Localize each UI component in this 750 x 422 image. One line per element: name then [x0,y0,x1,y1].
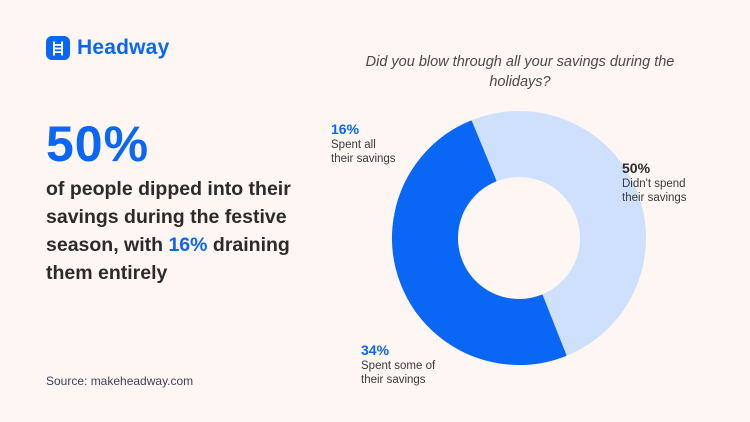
label-line1: Didn't spend [622,178,686,190]
segment-spent-all [394,120,497,228]
ladder-icon [46,36,70,60]
brand-logo: Headway [46,36,169,60]
headline-text-end: draining them entirely [46,234,290,284]
label-line1: Spent all [331,139,376,151]
segment-spent-some [392,215,567,365]
headline-text: of people dipped into their savings duri… [46,178,291,256]
brand-name: Headway [77,36,170,59]
label-line2: their savings [361,374,426,386]
label-line2: their savings [622,192,687,204]
label-didnt-spend: 50% Didn't spend their savings [622,159,687,205]
source-note: Source: makeheadway.com [46,374,194,388]
label-spent-some: 34% Spent some of their savings [361,341,435,387]
headline: of people dipped into their savings duri… [46,175,306,287]
chart-title: Did you blow through all your savings du… [365,54,675,90]
label-pct: 50% [622,160,651,176]
label-line2: their savings [331,153,396,165]
headline-highlight: 16% [168,234,208,256]
label-pct: 34% [361,342,390,358]
label-line1: Spent some of [361,360,436,372]
segment-didnt-spend [471,110,647,356]
label-spent-all: 16% Spent all their savings [331,120,396,166]
big-stat: 50% [46,116,150,172]
label-pct: 16% [331,121,360,137]
